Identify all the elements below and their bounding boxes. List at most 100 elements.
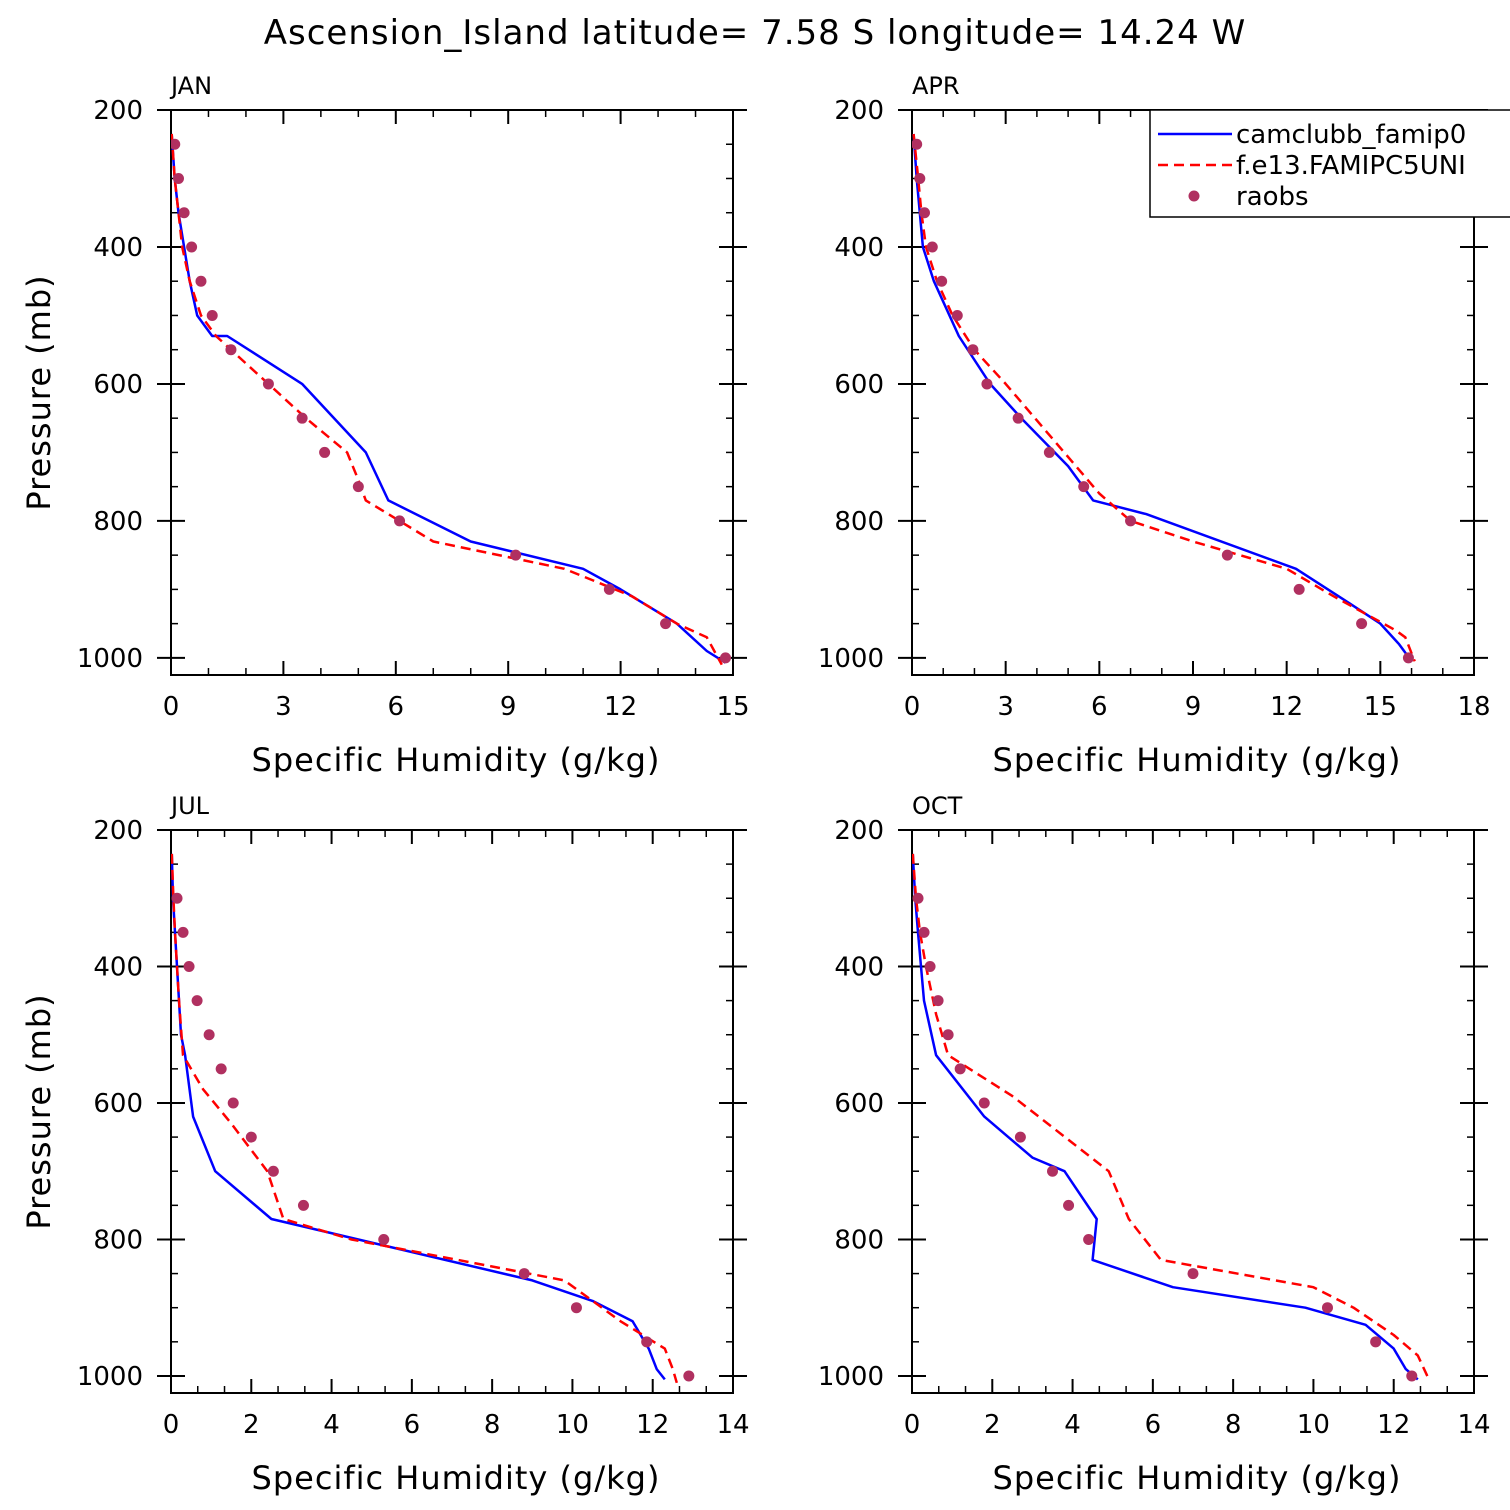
x-tick-label: 4: [323, 1410, 340, 1440]
raobs-point: [245, 1131, 257, 1143]
legend-label: raobs: [1236, 182, 1309, 212]
x-tick-label: 8: [1225, 1410, 1242, 1440]
raobs-point: [215, 1063, 227, 1075]
raobs-point: [191, 995, 203, 1007]
legend-label: f.e13.FAMIPC5UNI: [1236, 151, 1466, 181]
y-tick-label: 400: [93, 233, 143, 263]
x-tick-label: 12: [1377, 1410, 1410, 1440]
panel-month-label: JUL: [169, 792, 210, 820]
raobs-point: [1043, 446, 1055, 458]
raobs-point: [177, 926, 189, 938]
x-tick-label: 9: [1185, 692, 1202, 722]
x-tick-label: 15: [716, 692, 749, 722]
raobs-point: [171, 892, 183, 904]
x-tick-label: 3: [275, 692, 292, 722]
y-tick-label: 600: [834, 1089, 884, 1119]
y-tick-label: 600: [834, 370, 884, 400]
y-tick-label: 400: [834, 952, 884, 982]
raobs-point: [914, 172, 926, 184]
raobs-point: [641, 1336, 653, 1348]
series-line-solid: [171, 133, 727, 664]
raobs-point: [171, 138, 181, 150]
y-tick-label: 800: [93, 507, 143, 537]
panels: 0 3 6 9 12 15 200 400 600 800 1000 JAN Specific Humi…: [20, 72, 1510, 1497]
series-group: [912, 853, 1431, 1382]
raobs-point: [296, 412, 308, 424]
raobs-point: [1321, 1302, 1333, 1314]
raobs-point: [225, 344, 237, 356]
x-axis-label: Specific Humidity (g/kg): [252, 1459, 661, 1497]
raobs-point: [352, 481, 364, 493]
plot-frame: [170, 829, 734, 1394]
raobs-point: [1078, 481, 1090, 493]
raobs-point: [683, 1370, 695, 1382]
x-tick-label: 10: [1297, 1410, 1330, 1440]
raobs-point: [1406, 1370, 1418, 1382]
panel-jan: 0 3 6 9 12 15 200 400 600 800 1000 JAN Specific Humi…: [20, 72, 750, 779]
raobs-point: [394, 515, 406, 527]
y-tick-label: 800: [93, 1225, 143, 1255]
x-tick-label: 8: [484, 1410, 501, 1440]
y-tick-label: 600: [93, 370, 143, 400]
raobs-point: [195, 275, 207, 287]
series-line-solid: [171, 853, 666, 1381]
raobs-point: [918, 926, 930, 938]
series-group: [171, 133, 732, 666]
series-group: [912, 133, 1416, 664]
series-group: [171, 853, 695, 1384]
x-tick-label: 6: [1091, 692, 1108, 722]
raobs-point: [1014, 1131, 1026, 1143]
x-tick-label: 12: [604, 692, 637, 722]
x-axis-label: Specific Humidity (g/kg): [993, 1459, 1402, 1497]
x-tick-label: 15: [1364, 692, 1397, 722]
legend-label: camclubb_famip0: [1236, 120, 1466, 150]
panel-month-label: JAN: [169, 72, 212, 100]
series-line-dashed: [912, 853, 1431, 1382]
raobs-point: [227, 1097, 239, 1109]
raobs-point: [918, 207, 930, 219]
raobs-point: [1221, 549, 1233, 561]
x-tick-label: 0: [163, 692, 180, 722]
panel-oct: 0 2 4 6 8 10 12 14 200 400 600 800 1000 OCT Specific H…: [818, 792, 1491, 1497]
series-line-dashed: [171, 133, 723, 666]
raobs-point: [1356, 618, 1368, 630]
raobs-point: [936, 275, 948, 287]
x-tick-label: 0: [904, 692, 921, 722]
raobs-point: [186, 241, 198, 253]
y-tick-label: 400: [834, 233, 884, 263]
series-line-solid: [912, 853, 1419, 1381]
raobs-point: [203, 1029, 215, 1041]
raobs-point: [1047, 1165, 1058, 1177]
raobs-point: [603, 583, 615, 595]
raobs-point: [378, 1233, 390, 1245]
y-tick-label: 600: [93, 1089, 143, 1119]
raobs-point: [267, 1165, 279, 1177]
panel-jul: 0 2 4 6 8 10 12 14 200 400 600 800 1000 JUL Specific H…: [20, 792, 750, 1497]
panel-apr: 0 3 6 9 12 15 18 200 400 600 800 1000 APR Specific Hu…: [818, 72, 1510, 779]
x-tick-label: 12: [1270, 692, 1303, 722]
raobs-point: [1293, 583, 1305, 595]
plot-frame: [170, 109, 734, 676]
y-tick-label: 200: [834, 816, 884, 846]
legend-swatch-dot: [1188, 190, 1200, 202]
raobs-point: [1370, 1336, 1382, 1348]
raobs-point: [1012, 412, 1024, 424]
y-axis-label: Pressure (mb): [20, 274, 58, 510]
raobs-point: [297, 1199, 309, 1211]
series-line-dashed: [912, 133, 1416, 662]
y-tick-label: 800: [834, 507, 884, 537]
x-tick-label: 2: [984, 1410, 1001, 1440]
raobs-point: [178, 207, 190, 219]
raobs-point: [967, 344, 979, 356]
x-tick-label: 18: [1457, 692, 1490, 722]
raobs-point: [172, 172, 184, 184]
x-tick-label: 6: [404, 1410, 421, 1440]
y-tick-label: 1000: [77, 1362, 143, 1392]
series-line-dashed: [171, 853, 678, 1384]
x-tick-label: 9: [500, 692, 517, 722]
x-tick-label: 6: [1145, 1410, 1162, 1440]
legend-box: [1149, 109, 1510, 218]
y-tick-label: 1000: [77, 644, 143, 674]
